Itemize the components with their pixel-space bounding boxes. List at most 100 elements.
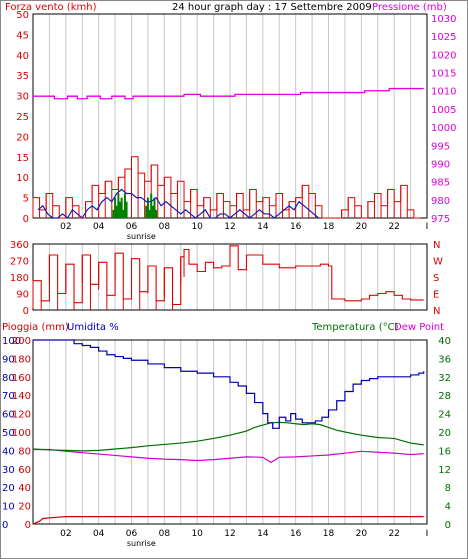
temperature-tick-label: 8 [445, 483, 451, 494]
rain-tick-label: 200 [12, 336, 31, 347]
temperature-tick-label: 32 [438, 373, 451, 384]
humidity-tick-label: 70 [2, 391, 15, 402]
mid-left-tick-label: 0 [23, 306, 29, 317]
top-x-tick-label: 02 [60, 222, 71, 232]
temperature-tick-label: 20 [438, 428, 451, 439]
top-x-tick-label: 16 [290, 222, 302, 232]
top-left-tick-label: 20 [16, 132, 29, 143]
bottom-x-tick-label: 06 [126, 529, 138, 539]
humidity-tick-label: 30 [2, 465, 15, 476]
top-right-tick-label: 995 [431, 141, 450, 152]
top-left-tick-label: 45 [16, 30, 29, 41]
humidity-tick-label: 80 [2, 373, 15, 384]
mid-left-tick-label: 360 [10, 240, 29, 251]
sunrise-label-bottom: sunrise [127, 539, 156, 548]
top-right-title: Pressione (mb) [372, 2, 447, 13]
top-x-tick-label: 22 [388, 222, 399, 232]
humidity-tick-label: 100 [2, 336, 21, 347]
rain-title: Pioggia (mm) [2, 322, 69, 333]
humidity-series [33, 339, 425, 429]
mid-right-tick-label: N [433, 240, 440, 251]
humidity-tick-label: 60 [2, 410, 15, 421]
temperature-tick-label: 4 [445, 502, 451, 513]
top-right-tick-label: 1010 [431, 87, 456, 98]
rain-tick-label: 180 [12, 354, 31, 365]
mid-right-tick-label: W [433, 257, 443, 268]
top-right-tick-label: 1015 [431, 69, 456, 80]
humidity-tick-label: 50 [2, 428, 15, 439]
bottom-x-tick-label: 22 [388, 529, 399, 539]
top-x-tick-label: 18 [323, 222, 335, 232]
rain-tick-label: 120 [12, 410, 31, 421]
rain-tick-label: 80 [18, 446, 31, 457]
humidity-title: Umidita % [67, 322, 119, 333]
bottom-x-tick-label: 16 [290, 529, 302, 539]
rain-tick-label: 20 [18, 502, 31, 513]
top-x-tick-label: 20 [356, 222, 368, 232]
temperature-tick-label: 40 [438, 336, 451, 347]
temperature-tick-label: 16 [438, 446, 451, 457]
mid-right-tick-label: E [433, 290, 439, 301]
top-right-tick-label: 985 [431, 178, 450, 189]
top-center-title: 24 hour graph day : 17 Settembre 2009 [172, 2, 372, 13]
top-x-tick-label: 12 [224, 222, 235, 232]
rain-tick-label: 0 [25, 520, 31, 531]
bottom-x-tick-label: 18 [323, 529, 335, 539]
top-right-tick-label: 1030 [431, 14, 456, 25]
rain-tick-label: 60 [18, 465, 31, 476]
top-x-tick-label: I [426, 222, 429, 232]
bottom-x-tick-label: 12 [224, 529, 235, 539]
temperature-series [32, 421, 424, 452]
top-x-tick-label: 04 [93, 222, 105, 232]
top-right-tick-label: 1020 [431, 50, 456, 61]
top-left-title: Forza vento (kmh) [5, 2, 97, 13]
mid-left-tick-label: 90 [16, 290, 29, 301]
top-x-tick-label: 10 [191, 222, 203, 232]
rain-tick-label: 100 [12, 428, 31, 439]
mid-left-tick-label: 270 [10, 257, 29, 268]
humidity-tick-label: 0 [2, 520, 8, 531]
top-left-tick-label: 35 [16, 71, 29, 82]
rain-tick-label: 40 [18, 483, 31, 494]
gust-series [33, 156, 421, 219]
top-left-tick-label: 40 [16, 51, 29, 62]
bottom-x-tick-label: 02 [60, 529, 71, 539]
rain-tick-label: 160 [12, 373, 31, 384]
top-x-tick-label: 14 [257, 222, 269, 232]
top-left-tick-label: 15 [16, 153, 29, 164]
bottom-x-tick-label: 04 [93, 529, 105, 539]
top-left-tick-label: 50 [16, 10, 29, 21]
top-right-tick-label: 975 [431, 214, 450, 225]
bottom-x-tick-label: I [426, 529, 429, 539]
temperature-tick-label: 0 [445, 520, 451, 531]
wind-direction-series [33, 245, 424, 306]
bottom-panel-frame [32, 339, 428, 525]
humidity-tick-label: 10 [2, 502, 15, 513]
top-right-tick-label: 1025 [431, 32, 456, 43]
rain-series [32, 516, 424, 525]
sunrise-label-top: sunrise [127, 232, 156, 241]
top-x-tick-label: 06 [126, 222, 138, 232]
wind-avg-series [37, 188, 320, 219]
top-right-tick-label: 1005 [431, 105, 456, 116]
dewpoint-title: Dew Point [394, 322, 444, 333]
top-left-tick-label: 30 [16, 92, 29, 103]
bottom-x-tick-label: 20 [356, 529, 368, 539]
bottom-x-tick-label: 08 [159, 529, 171, 539]
top-right-tick-label: 980 [431, 196, 450, 207]
top-left-tick-label: 5 [23, 194, 29, 205]
rain-tick-label: 140 [12, 391, 31, 402]
temperature-tick-label: 28 [438, 391, 451, 402]
top-left-tick-label: 25 [16, 112, 29, 123]
temperature-tick-label: 36 [438, 354, 451, 365]
humidity-tick-label: 90 [2, 354, 15, 365]
top-right-tick-label: 1000 [431, 123, 456, 134]
top-x-tick-label: 08 [159, 222, 171, 232]
bottom-x-tick-label: 10 [191, 529, 203, 539]
humidity-tick-label: 20 [2, 483, 15, 494]
top-right-tick-label: 990 [431, 159, 450, 170]
bottom-x-tick-label: 14 [257, 529, 269, 539]
mid-panel-frame [32, 243, 428, 311]
